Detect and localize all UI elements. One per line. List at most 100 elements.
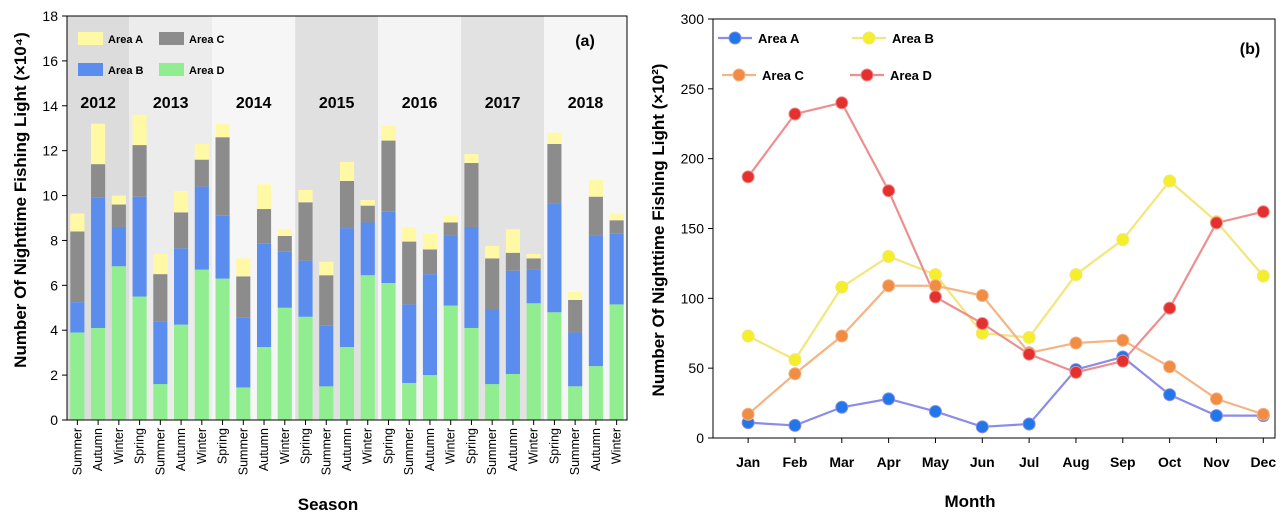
bar-segment-area-a [70,213,85,232]
bar-segment-area-d [153,384,168,420]
year-labels: 2012 2013 2014 2015 2016 2017 2018 [80,95,603,112]
bar-segment-area-b [132,196,147,297]
data-point-area-b [741,329,755,343]
data-point-area-c [835,329,849,343]
bar-segment-area-b [588,235,603,367]
bar-segment-area-b [422,274,438,376]
x-tick-label-a: Spring [133,428,147,464]
x-tick-label-a: Spring [464,428,478,464]
bar-segment-area-a [194,143,209,160]
x-tick-label-b: Nov [1203,454,1230,470]
bar-segment-area-a [236,258,251,277]
bar-segment-area-c [339,180,355,229]
bar-segment-area-a [339,161,355,181]
x-axis-title-b: Month [945,492,996,511]
y-tick-label-a: 18 [42,8,58,24]
x-tick-label-b: Feb [783,454,808,470]
x-tick-label-a: Winter [278,428,292,464]
year-label-2014: 2014 [236,95,272,112]
x-tick-label-a: Summer [402,428,416,475]
bar-segment-area-a [298,189,313,203]
x-tick-label-a: Autumn [91,428,105,471]
bar-segment-area-a [505,229,520,253]
x-tick-label-a: Summer [568,428,582,475]
x-axis-title-a: Season [298,495,358,514]
y-tick-label-b: 0 [696,430,704,446]
bar-segment-area-a [360,200,375,206]
bar-segment-area-b [568,332,583,387]
data-point-area-c [1163,360,1177,374]
data-point-area-c [1116,333,1130,347]
data-point-area-b [1163,174,1177,188]
x-tick-label-a: Winter [527,428,541,464]
series-line-area-c [747,284,1264,416]
bar-segment-area-b [505,270,520,374]
axes-b: 0 50 100 150 200 250 300 Jan Feb Mar Apr May Jun Jul A… [681,11,1277,470]
bar-segment-area-c [609,220,624,234]
bar-segment-area-c [91,164,106,198]
bar-segment-area-d [132,296,147,420]
data-point-area-b [1022,330,1036,344]
x-tick-label-a: Summer [70,428,84,475]
data-point-area-d [788,107,802,121]
y-tick-label-a: 0 [50,412,58,428]
bar-segment-area-d [568,386,583,420]
bar-segment-area-a [526,253,541,259]
legend-swatch-area-c [159,32,184,45]
bar-segment-area-b [547,203,562,313]
bar-segment-area-d [174,324,189,420]
data-point-area-d [1022,347,1036,361]
data-point-area-c [928,279,942,293]
bar-segment-area-c [319,275,334,326]
bar-segment-area-d [588,366,603,420]
x-tick-label-a: Summer [485,428,499,475]
bar-segment-area-d [215,278,230,420]
legend-b: Area A Area B Area C Area D [718,31,934,83]
bar-segment-area-c [568,299,583,333]
bar-segment-area-a [153,253,168,275]
bar-segment-area-c [236,276,251,318]
data-point-area-d [835,96,849,110]
panel-b-line-chart: 0 50 100 150 200 250 300 Jan Feb Mar Apr May Jun Jul A… [649,11,1276,511]
legend-marker-area-d [860,68,874,82]
bar-segment-area-d [91,327,106,420]
data-point-area-a [788,418,802,432]
bar-segment-area-c [256,209,272,244]
bar-segment-area-d [236,387,251,420]
bar-segment-area-b [464,226,479,328]
data-point-area-a [1163,388,1177,402]
data-point-area-b [882,249,896,263]
data-point-area-a [1022,417,1036,431]
data-point-area-d [1116,354,1130,368]
x-tick-label-b: Mar [829,454,854,470]
bar-segment-area-b [485,310,500,385]
bar-segment-area-b [91,197,106,328]
x-tick-label-a: Winter [444,428,458,464]
bar-segment-area-d [526,303,541,420]
series-lines [747,101,1265,428]
year-label-2012: 2012 [80,95,116,112]
bar-segment-area-c [443,222,458,236]
x-tick-label-b: Apr [877,454,902,470]
bar-segment-area-c [588,196,603,236]
bar-segment-area-a [319,261,334,276]
data-point-area-c [975,289,989,303]
bar-segment-area-b [402,304,417,383]
axes-a: 0 2 4 6 8 10 12 14 16 18 Summer Autumn Winter Spring S… [42,8,628,475]
legend-marker-area-c [732,68,746,82]
bar-segment-area-d [256,347,272,420]
bar-segment-area-c [298,202,313,261]
x-tick-label-a: Autumn [506,428,520,471]
year-label-2018: 2018 [568,95,604,112]
panel-label-a: (a) [575,33,595,50]
bar-segment-area-b [153,321,168,385]
y-tick-label-a: 16 [42,53,58,69]
bar-segment-area-d [70,332,85,420]
x-tick-label-a: Spring [381,428,395,464]
legend-a: Area A Area C Area B Area D [78,32,225,77]
bar-segment-area-c [402,241,417,305]
data-point-area-d [882,184,896,198]
y-tick-label-a: 4 [50,322,58,338]
x-tick-label-b: Oct [1158,454,1182,470]
bar-segment-area-c [422,249,438,275]
